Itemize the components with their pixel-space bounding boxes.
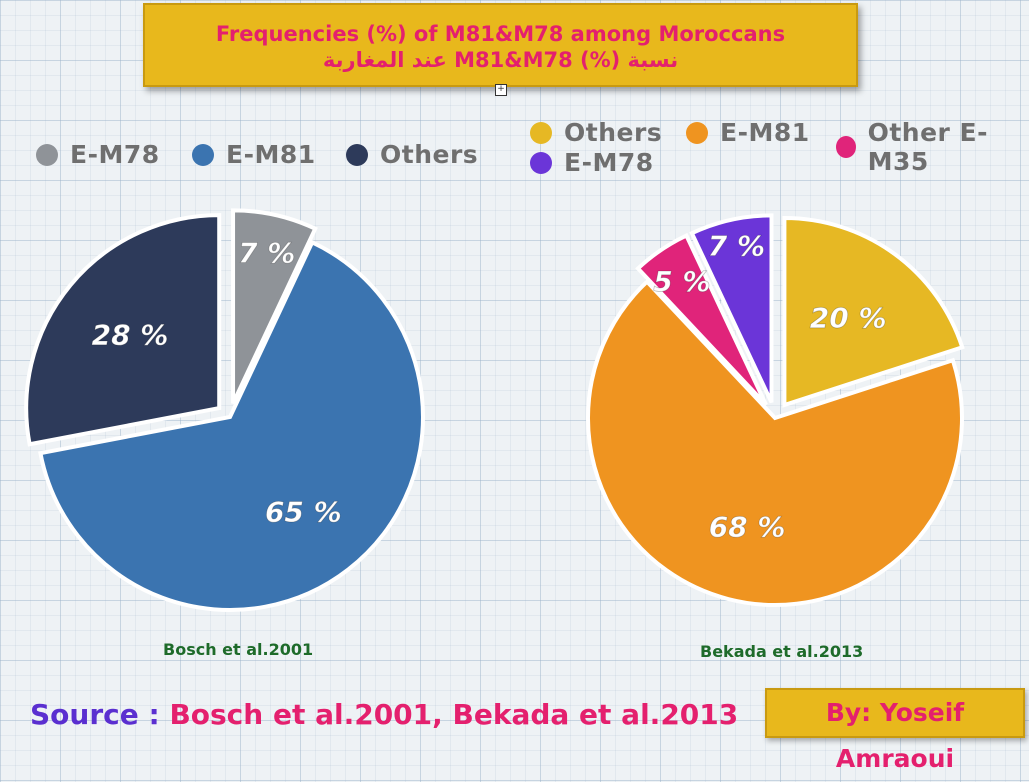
pie-1: 7 % 65 % 28 %: [24, 208, 425, 612]
title-banner: Frequencies (%) of M81&M78 among Morocca…: [143, 3, 858, 87]
legend-2-item-e-m81: E-M81: [686, 118, 810, 147]
title-arabic: نسبة (%) M81&M78 عند المغاربة: [322, 48, 679, 72]
legend-2-item-other-e-m35: Other E-M35: [836, 118, 1029, 176]
legend-2-item-e-m78: E-M78: [530, 148, 654, 177]
legend-dot: [530, 121, 552, 144]
pie-1-slice-e-m78: [231, 208, 318, 405]
source-refs: Bosch et al.2001, Bekada et al.2013: [169, 698, 739, 731]
pie-2-label-others: 20 %: [810, 301, 887, 334]
move-handle-icon[interactable]: +: [495, 84, 507, 96]
chart-1-caption: Bosch et al.2001: [163, 640, 314, 659]
legend-dot: [36, 143, 58, 166]
legend-label: Others: [564, 118, 663, 147]
legend-dot: [686, 121, 708, 144]
pie-2-slice-e-m78: [689, 213, 774, 404]
pie-charts: 7 %65 %28 %20 %68 %5 %7 %: [24, 208, 965, 612]
chart-2-caption: Bekada et al.2013: [700, 642, 864, 661]
pie-2: 20 % 68 % 5 %7 %: [586, 213, 965, 607]
legend-dot: [530, 151, 552, 174]
legend-label: E-M78: [564, 148, 654, 177]
legend-1-item-e-m81: E-M81: [192, 140, 316, 169]
author-badge: By: Yoseif Amraoui: [765, 688, 1025, 773]
pie-2-slice-other-e-m35: [635, 232, 768, 407]
legend-dot: [836, 136, 856, 158]
pie-1-slice-others: [24, 213, 222, 447]
legend-label: E-M81: [226, 140, 316, 169]
pie-2-label-other-e-m35: 5 %: [653, 265, 710, 298]
pie-2-label-e-m78: 7 %: [708, 229, 765, 262]
legend-label: Other E-M35: [867, 118, 989, 176]
title-english: Frequencies (%) of M81&M78 among Morocca…: [215, 22, 786, 46]
pie-2-label-e-m81: 68 %: [709, 511, 786, 544]
legend-label: E-M78: [70, 140, 160, 169]
legend-2-item-others: Others: [530, 118, 662, 147]
source-line: Source : Bosch et al.2001, Bekada et al.…: [30, 698, 738, 731]
pie-2-slice-e-m81: [586, 278, 964, 607]
pie-1-label-others: 28 %: [92, 318, 169, 351]
legend-1-item-others: Others: [346, 140, 478, 169]
legend-1-item-e-m78: E-M78: [36, 140, 160, 169]
pie-1-slice-e-m81: [38, 239, 425, 612]
source-label: Source :: [30, 698, 170, 731]
legend-dot: [192, 143, 214, 166]
pie-1-label-e-m78: 7 %: [238, 237, 295, 270]
legend-label: Others: [380, 140, 479, 169]
pie-1-label-e-m81: 65 %: [265, 496, 342, 529]
pie-2-slice-others: [782, 216, 965, 408]
legend-dot: [346, 143, 368, 166]
legend-label: E-M81: [720, 118, 810, 147]
